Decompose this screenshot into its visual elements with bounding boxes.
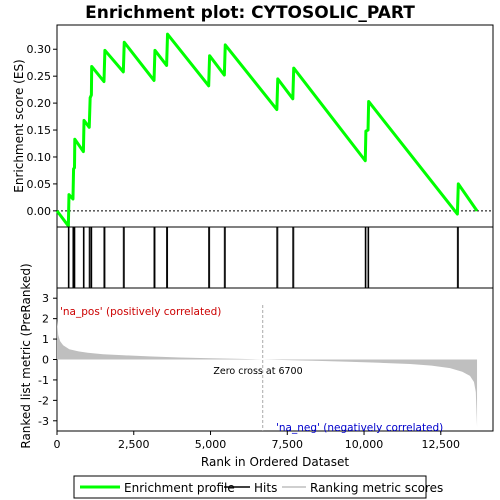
metric-y-tick-label: -3 — [38, 415, 49, 428]
positive-correlation-label: 'na_pos' (positively correlated) — [60, 306, 221, 318]
metric-y-tick-label: 2 — [42, 313, 49, 326]
es-y-tick-label: 0.30 — [27, 43, 52, 56]
hits-panel-frame — [56, 226, 494, 289]
metric-y-tick-label: -1 — [38, 374, 49, 387]
es-y-axis-label: Enrichment score (ES) — [12, 59, 26, 192]
zero-cross-label: Zero cross at 6700 — [213, 366, 302, 377]
x-tick-label: 12,500 — [422, 438, 461, 451]
es-y-tick-label: 0.15 — [27, 124, 52, 137]
metric-y-tick-label: -2 — [38, 394, 49, 407]
legend-label: Ranking metric scores — [310, 481, 443, 495]
metric-y-tick-label: 3 — [42, 292, 49, 305]
es-y-tick-label: 0.20 — [27, 97, 52, 110]
metric-y-tick-label: 0 — [42, 354, 49, 367]
es-panel-frame — [56, 24, 494, 228]
es-y-tick-label: 0.05 — [27, 178, 52, 191]
x-tick-label: 5,000 — [195, 438, 227, 451]
es-y-tick-label: 0.25 — [27, 70, 52, 83]
hit-marks — [67, 227, 459, 288]
enrichment-profile-line — [55, 32, 479, 228]
es-y-tick-label: 0.10 — [27, 151, 52, 164]
x-tick-label: 2,500 — [118, 438, 150, 451]
es-y-tick-label: 0.00 — [27, 205, 52, 218]
metric-y-axis-label: Ranked list metric (PreRanked) — [19, 263, 33, 448]
x-tick-label: 10,000 — [345, 438, 384, 451]
negative-correlation-label: 'na_neg' (negatively correlated) — [276, 422, 443, 434]
metric-y-axis: -3 -2 -1 0 1 2 3 — [38, 292, 57, 428]
legend-label: Enrichment profile — [124, 481, 235, 495]
es-y-axis: 0.00 0.05 0.10 0.15 0.20 0.25 0.30 — [27, 43, 57, 218]
x-axis: 0 2,500 5,000 7,500 10,000 12,500 — [54, 431, 461, 451]
x-tick-label: 0 — [54, 438, 61, 451]
legend: Enrichment profile Hits Ranking metric sco… — [73, 475, 443, 499]
legend-label: Hits — [254, 481, 277, 495]
metric-y-tick-label: 1 — [42, 333, 49, 346]
x-axis-label: Rank in Ordered Dataset — [201, 455, 349, 469]
x-tick-label: 7,500 — [272, 438, 304, 451]
chart-title: Enrichment plot: CYTOSOLIC_PART — [85, 3, 415, 23]
